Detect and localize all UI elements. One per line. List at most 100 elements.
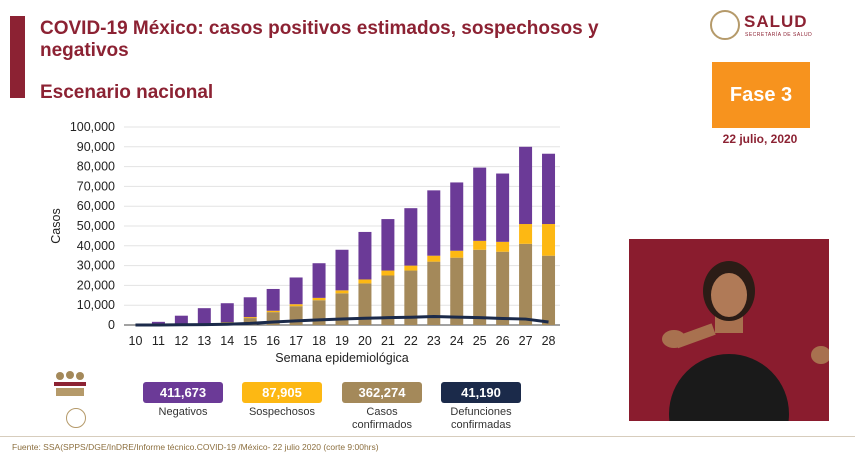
stat-confirmados-label: Casos confirmados [352,406,412,431]
bar-casos-confirmados [335,293,349,325]
bar-casos-confirmados [427,261,441,325]
report-date: 22 julio, 2020 [722,132,798,146]
y-tick-label: 80,000 [77,160,115,174]
x-tick-label: 18 [312,334,326,348]
bar-negativos [542,153,556,225]
stat-defunciones: 41,190 [441,382,521,403]
bar-sospechosos [519,224,533,244]
bar-negativos [427,190,441,256]
x-tick-label: 13 [197,334,211,348]
x-tick-label: 11 [152,334,165,348]
bar-negativos [450,182,464,251]
bar-sospechosos [450,250,464,258]
bar-casos-confirmados [450,257,464,325]
x-tick-label: 28 [542,334,556,348]
stacked-bar-chart: 0 10,000 20,000 30,000 40,000 50,000 60,000 70,… [49,120,560,365]
sign-language-interpreter [629,239,829,421]
x-axis-label: Semana epidemiológica [275,351,408,365]
x-tick-label: 12 [174,334,188,348]
x-tick-label: 15 [243,334,257,348]
bar-sospechosos [404,265,418,271]
bar-casos-confirmados [473,249,487,325]
stat-sospechosos-label: Sospechosos [248,406,316,418]
bar-sospechosos [427,255,441,262]
x-tick-label: 10 [129,334,143,348]
bar-negativos [381,219,395,271]
bar-sospechosos [289,304,303,307]
bar-negativos [220,303,234,323]
seal-icon [710,10,740,40]
y-tick-label: 40,000 [77,239,115,253]
y-tick-label: 10,000 [77,298,115,312]
bar-sospechosos [266,310,280,313]
stat-negativos-value: 411,673 [159,385,207,400]
source-footer: Fuente: SSA(SPPS/DGE/InDRE/Informe técni… [0,436,855,456]
salud-logo: SALUD SECRETARÍA DE SALUD [710,10,820,44]
bar-casos-confirmados [358,283,372,325]
x-tick-label: 27 [519,334,533,348]
x-tick-label: 16 [266,334,280,348]
bar-negativos [335,249,349,291]
bar-sospechosos [473,240,487,250]
y-tick-label: 90,000 [77,140,115,154]
bar-negativos [519,146,533,225]
y-tick-label: 0 [108,318,115,332]
national-seal-icon [66,408,86,428]
line-defunciones [135,314,549,327]
bar-sospechosos [335,290,349,294]
y-tick-label: 100,000 [70,120,115,134]
bar-negativos [404,208,418,266]
x-tick-label: 14 [220,334,234,348]
stat-sospechosos-value: 87,905 [262,385,302,400]
bar-sospechosos [496,241,510,252]
x-tick-label: 17 [289,334,303,348]
stat-sospechosos: 87,905 [242,382,322,403]
bar-negativos [174,315,188,325]
stat-negativos: 411,673 [143,382,223,403]
x-tick-label: 19 [335,334,349,348]
stat-defunciones-value: 41,190 [461,385,501,400]
x-tick-label: 25 [473,334,487,348]
stat-negativos-label: Negativos [158,406,208,418]
bar-casos-confirmados [519,243,533,325]
bar-casos-confirmados [404,270,418,325]
bar-negativos [243,297,257,318]
x-tick-label: 24 [450,334,464,348]
y-axis-label: Casos [49,208,63,243]
bar-negativos [358,231,372,280]
phase-badge: Fase 3 [712,62,810,128]
y-tick-label: 20,000 [77,278,115,292]
bar-negativos [151,321,165,325]
page-subtitle: Escenario nacional [40,82,214,103]
page-title: COVID-19 México: casos positivos estimad… [40,18,599,61]
gobierno-emblem-icon [52,368,88,400]
bar-sospechosos [381,270,395,276]
x-tick-label: 20 [358,334,372,348]
stat-defunciones-label: Defunciones confirmadas [450,406,512,431]
bar-negativos [473,167,487,241]
stat-confirmados: 362,274 [342,382,422,403]
bar-negativos [289,277,303,305]
bar-negativos [266,288,280,311]
logo-name: SALUD [744,12,808,31]
y-tick-label: 30,000 [77,259,115,273]
bar-sospechosos [542,224,556,256]
bar-casos-confirmados [381,275,395,325]
x-tick-label: 23 [427,334,441,348]
logo-subtitle: SECRETARÍA DE SALUD [745,32,813,38]
stat-confirmados-value: 362,274 [358,385,406,400]
bar-casos-confirmados [542,255,556,325]
bar-negativos [312,263,326,298]
bar-sospechosos [243,317,257,319]
bar-negativos [197,308,211,325]
accent-bar [10,16,25,98]
y-tick-label: 60,000 [77,199,115,213]
x-tick-label: 26 [496,334,510,348]
x-tick-label: 22 [404,334,418,348]
y-tick-label: 70,000 [77,179,115,193]
bar-casos-confirmados [243,318,257,325]
x-tick-label: 21 [381,334,395,348]
bar-sospechosos [358,279,372,284]
bar-casos-confirmados [496,251,510,325]
y-tick-label: 50,000 [77,219,115,233]
